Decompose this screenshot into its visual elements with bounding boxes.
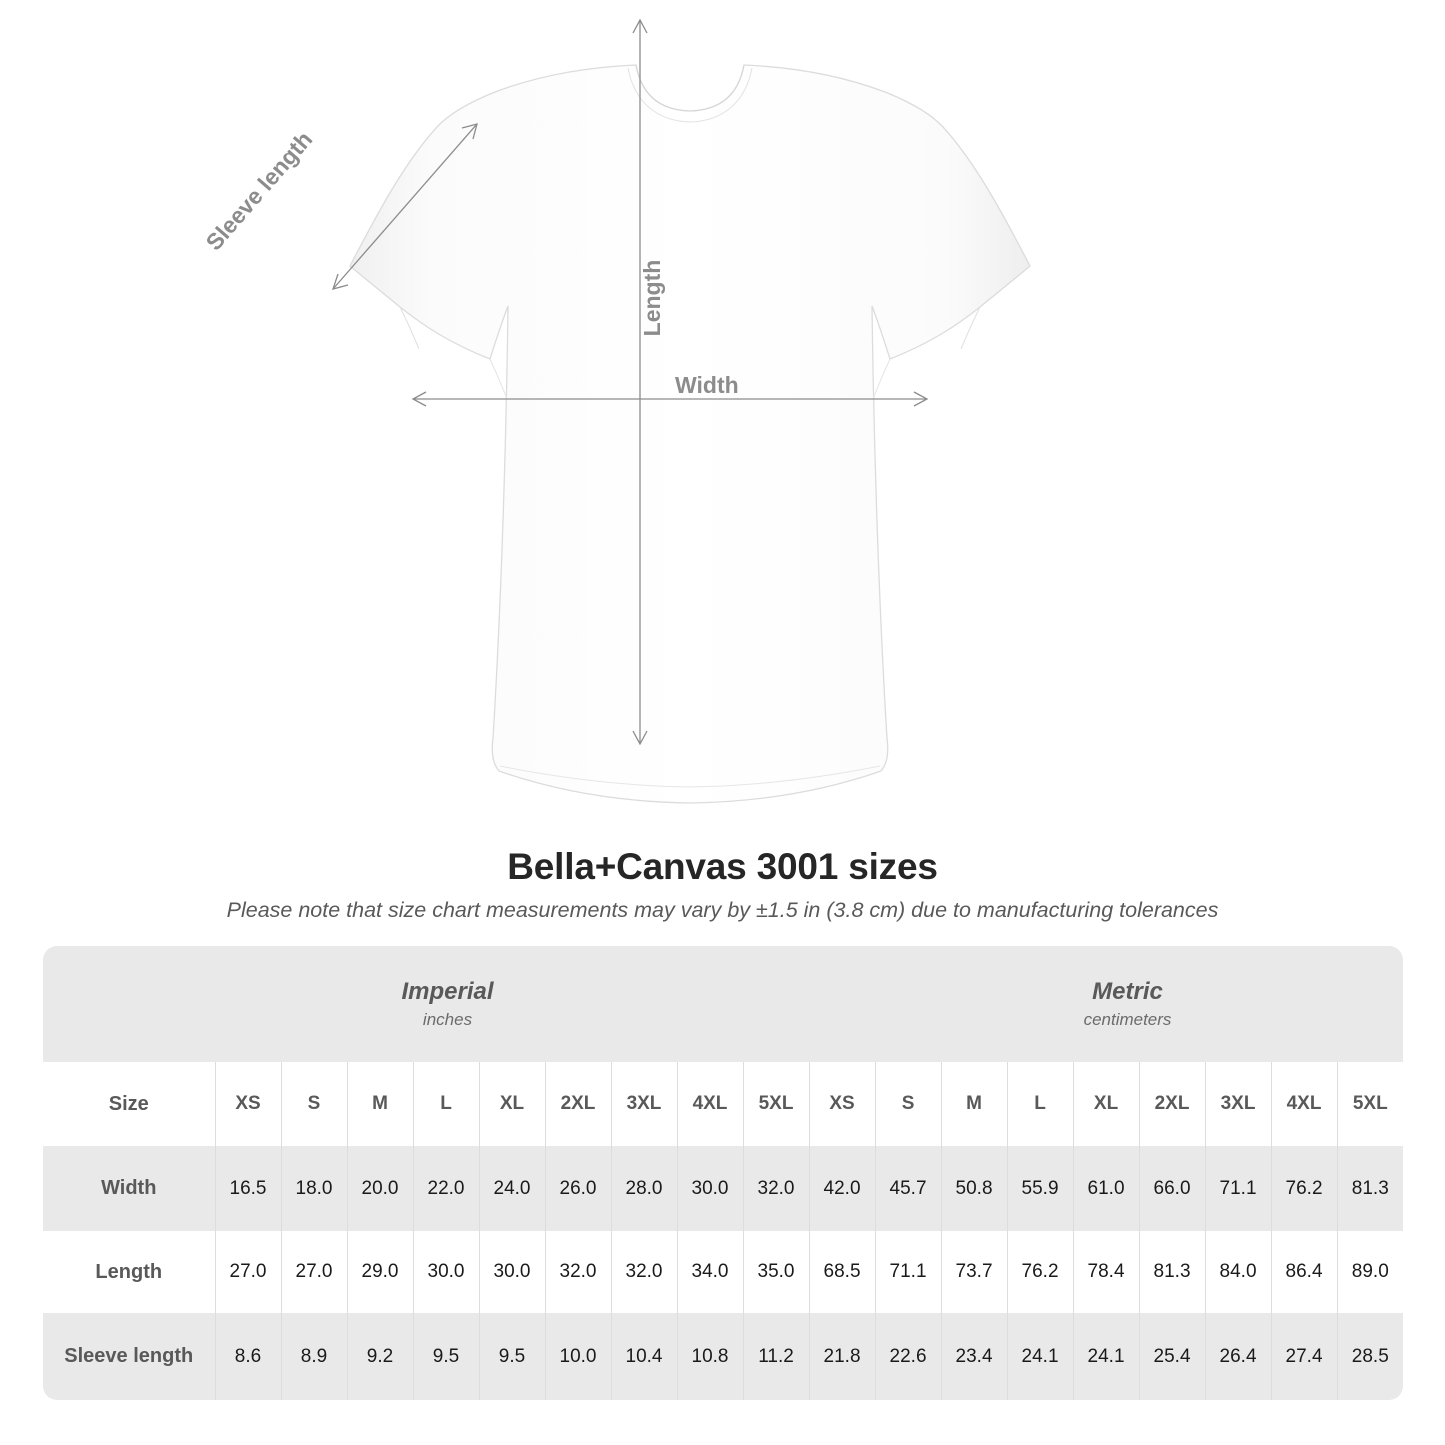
svg-text:Length: Length bbox=[639, 260, 665, 337]
svg-text:Sleeve length: Sleeve length bbox=[201, 126, 318, 255]
svg-text:Width: Width bbox=[675, 372, 739, 398]
